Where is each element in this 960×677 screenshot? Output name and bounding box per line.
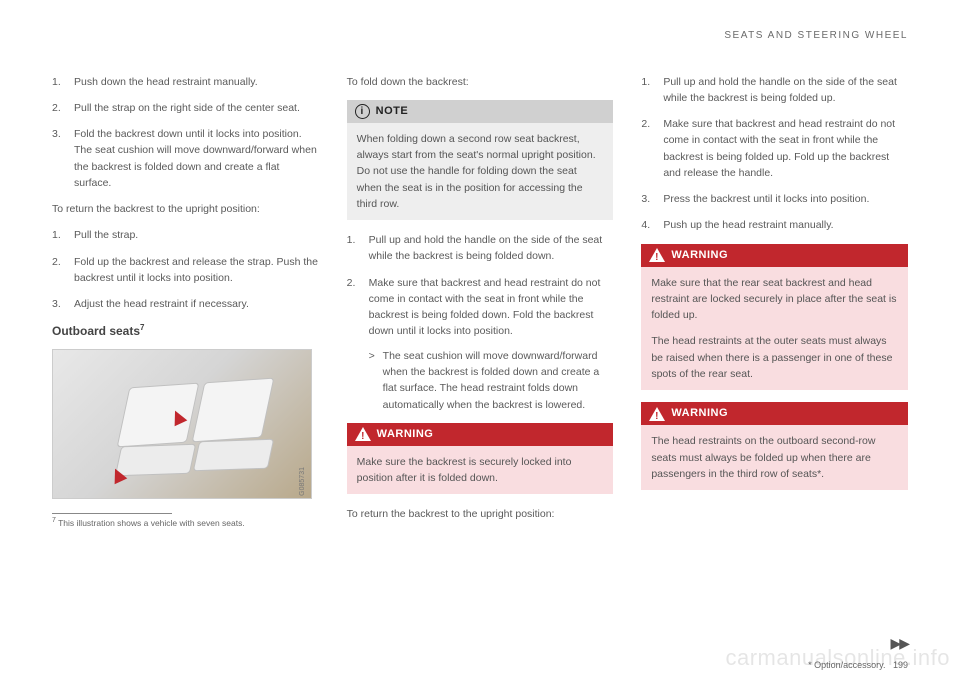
warning-header: ! WARNING [641,402,908,425]
column-container: Push down the head restraint manually. P… [52,74,908,628]
illustration-code: G085731 [298,467,309,496]
warning-icon: ! [355,427,371,441]
svg-text:!: ! [655,411,659,421]
col1-list-2: Pull the strap. Fold up the backrest and… [52,227,319,312]
list-item: Pull the strap on the right side of the … [52,100,319,116]
warning-body: The head restraints on the outboard seco… [641,425,908,490]
seat-shape [115,444,196,477]
col3-list-1: Pull up and hold the handle on the side … [641,74,908,234]
warning-icon: ! [649,407,665,421]
col2-list-1: Pull up and hold the handle on the side … [347,232,614,413]
column-2: To fold down the backrest: i NOTE When f… [347,74,614,628]
warning-label: WARNING [671,247,728,264]
list-item: Push up the head restraint manually. [641,217,908,233]
list-item-text: Make sure that backrest and head restrai… [369,277,601,338]
warning-body: Make sure the backrest is securely locke… [347,446,614,495]
column-1: Push down the head restraint manually. P… [52,74,319,628]
footnote-text: This illustration shows a vehicle with s… [56,518,245,528]
svg-text:!: ! [655,252,659,262]
list-item: Pull the strap. [52,227,319,243]
warning-label: WARNING [377,426,434,443]
continue-arrows-icon: ▶▶ [808,633,908,655]
warning-body: Make sure that the rear seat backrest an… [641,267,908,391]
list-item: Pull up and hold the handle on the side … [641,74,908,107]
list-item: Press the backrest until it locks into p… [641,191,908,207]
warning-box: ! WARNING Make sure that the rear seat b… [641,244,908,391]
paragraph: To return the backrest to the upright po… [52,201,319,217]
warning-box: ! WARNING The head restraints on the out… [641,402,908,490]
warning-icon: ! [649,248,665,262]
warning-paragraph: The head restraints at the outer seats m… [651,333,898,382]
list-item: Make sure that backrest and head restrai… [641,116,908,181]
seat-shape [192,378,275,443]
list-item: Fold up the backrest and release the str… [52,254,319,287]
page: SEATS AND STEERING WHEEL Push down the h… [0,0,960,677]
warning-label: WARNING [671,405,728,422]
page-footer: ▶▶ * Option/accessory. 199 [52,627,908,677]
note-header: i NOTE [347,100,614,123]
section-header: SEATS AND STEERING WHEEL [52,28,908,44]
list-item: Fold the backrest down until it locks in… [52,126,319,191]
sub-list-item: The seat cushion will move downward/forw… [369,348,614,413]
illustration-outboard-seats: G085731 [52,349,312,499]
note-label: NOTE [376,103,409,120]
outboard-seats-heading: Outboard seats7 [52,322,319,341]
option-accessory-note: * Option/accessory. [808,660,885,670]
warning-header: ! WARNING [347,423,614,446]
warning-paragraph: Make sure that the rear seat backrest an… [651,275,898,324]
svg-text:!: ! [361,431,365,441]
note-body: When folding down a second row seat back… [347,123,614,220]
list-item: Pull up and hold the handle on the side … [347,232,614,265]
page-number: 199 [893,660,908,670]
warning-header: ! WARNING [641,244,908,267]
warning-box: ! WARNING Make sure the backrest is secu… [347,423,614,495]
info-icon: i [355,104,370,119]
paragraph: To fold down the backrest: [347,74,614,90]
seat-shape [193,439,274,472]
list-item: Adjust the head restraint if necessary. [52,296,319,312]
seat-shape [117,383,200,448]
heading-text: Outboard seats [52,324,140,338]
footer-right: ▶▶ * Option/accessory. 199 [808,633,908,673]
note-box: i NOTE When folding down a second row se… [347,100,614,220]
col1-list-1: Push down the head restraint manually. P… [52,74,319,192]
list-item: Make sure that backrest and head restrai… [347,275,614,413]
list-item: Push down the head restraint manually. [52,74,319,90]
paragraph: To return the backrest to the upright po… [347,506,614,522]
column-3: Pull up and hold the handle on the side … [641,74,908,628]
footnote: 7 This illustration shows a vehicle with… [52,516,319,530]
footnote-rule [52,513,172,514]
heading-footnote-ref: 7 [140,323,144,332]
